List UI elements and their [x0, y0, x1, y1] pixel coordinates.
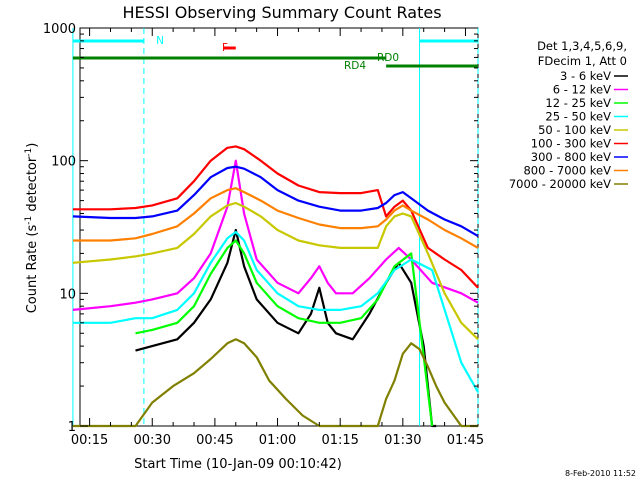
series-line-2 — [135, 239, 434, 427]
x-tick-label: 01:15 — [321, 433, 358, 448]
x-axis-label: Start Time (10-Jan-09 00:10:42) — [134, 457, 342, 472]
legend-label: 50 - 100 keV — [538, 123, 611, 137]
series-line-7 — [72, 187, 479, 249]
series-line-6 — [72, 165, 479, 238]
y-tick-label: 100 — [51, 155, 76, 170]
flag-label: RD4 — [344, 60, 366, 72]
x-tick-label: 00:45 — [196, 433, 233, 448]
plot-frame — [79, 27, 479, 427]
flag-label: RD0 — [377, 52, 399, 64]
series-line-3 — [72, 230, 479, 393]
legend-label: 25 - 50 keV — [545, 110, 611, 124]
series-layer — [72, 145, 479, 428]
series-line-1 — [72, 159, 479, 311]
y-axis-label-exp: -1 — [24, 216, 34, 225]
x-tick-label: 00:30 — [134, 433, 171, 448]
y-tick-label: 10 — [59, 287, 76, 302]
series-line-4 — [72, 201, 479, 341]
legend-header-line: FDecim 1, Att 0 — [538, 54, 627, 68]
legend-label: 3 - 6 keV — [560, 69, 611, 83]
x-tick-label: 01:45 — [447, 433, 484, 448]
y-axis-label-part: ) — [25, 143, 40, 148]
y-tick-label: 1 — [68, 420, 76, 435]
legend-label: 800 - 7000 keV — [523, 164, 611, 178]
legend-label: 6 - 12 keV — [553, 83, 611, 97]
chart-title: HESSI Observing Summary Count Rates — [122, 3, 441, 22]
y-axis-label-exp: -1 — [24, 148, 34, 157]
legend: Det 1,3,4,5,6,9, FDecim 1, Att 0 3 - 6 k… — [509, 39, 628, 191]
plot-area: N F RD0 RD4 — [72, 27, 479, 428]
flag-label: N — [156, 35, 164, 47]
flag-label: F — [222, 42, 228, 54]
axes: 1 10 100 1000 00:15 00:30 00:45 01:00 01:15 01:30… — [43, 22, 484, 448]
legend-label: 12 - 25 keV — [545, 96, 611, 110]
y-tick-label: 1000 — [43, 22, 76, 37]
legend-label: 7000 - 20000 keV — [509, 177, 611, 191]
date-stamp: 8-Feb-2010 11:52 — [565, 469, 636, 478]
legend-label: 100 - 300 keV — [531, 137, 611, 151]
series-line-8 — [72, 338, 478, 428]
legend-label: 300 - 800 keV — [531, 150, 611, 164]
y-axis-label-part: detector — [25, 156, 40, 216]
x-tick-label: 01:00 — [259, 433, 296, 448]
series-line-0 — [135, 228, 437, 428]
y-axis-label-part: Count Rate (s — [25, 225, 40, 314]
x-tick-label: 00:15 — [71, 433, 108, 448]
flag-layer: N F RD0 RD4 — [72, 35, 478, 72]
y-axis-label: Count Rate (s-1 detector-1) — [24, 143, 40, 314]
legend-header-line: Det 1,3,4,5,6,9, — [537, 39, 627, 53]
x-tick-label: 01:30 — [384, 433, 421, 448]
